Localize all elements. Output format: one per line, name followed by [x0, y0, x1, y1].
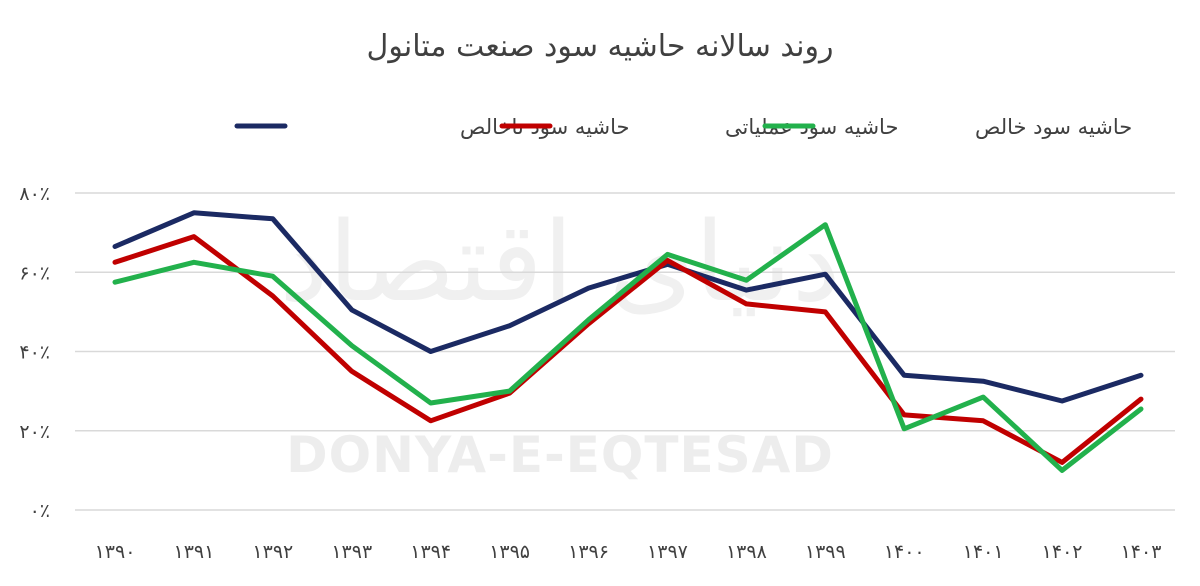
series-line-2	[112, 222, 1144, 473]
x-tick-label: ۱۳۹۷	[647, 541, 688, 563]
legend: حاشیه سود ناخالص حاشیه سود عملیاتی حاشیه…	[234, 115, 1132, 139]
series-line-0	[112, 210, 1144, 404]
legend-item-gross: حاشیه سود ناخالص	[234, 115, 629, 139]
x-tick-label: ۱۳۹۸	[726, 541, 767, 563]
y-tick-label: ۰٪	[30, 500, 50, 522]
y-axis-ticks: ۰٪ ۲۰٪ ۴۰٪ ۶۰٪ ۸۰٪	[19, 183, 50, 522]
x-tick-label: ۱۳۹۰	[95, 541, 136, 563]
y-tick-label: ۶۰٪	[19, 262, 50, 284]
x-tick-label: ۱۳۹۲	[252, 541, 293, 563]
x-axis-ticks: ۱۳۹۰ ۱۳۹۱ ۱۳۹۲ ۱۳۹۳ ۱۳۹۴ ۱۳۹۵ ۱۳۹۶ ۱۳۹۷ ۱۳۹۸ ۱۳۹۹…	[95, 541, 1162, 563]
x-tick-label: ۱۳۹۹	[805, 541, 846, 563]
x-tick-label: ۱۴۰۱	[963, 541, 1004, 563]
legend-item-net: حاشیه سود خالص	[762, 115, 1132, 139]
x-tick-label: ۱۳۹۵	[489, 541, 530, 563]
x-tick-label: ۱۴۰۰	[884, 541, 925, 563]
x-tick-label: ۱۳۹۱	[174, 541, 215, 563]
x-tick-label: ۱۳۹۴	[410, 541, 451, 563]
x-tick-label: ۱۴۰۳	[1121, 541, 1162, 563]
y-tick-label: ۴۰٪	[19, 342, 50, 364]
y-tick-label: ۲۰٪	[19, 421, 50, 443]
chart-title: روند سالانه حاشیه سود صنعت متانول	[367, 29, 834, 64]
y-tick-label: ۸۰٪	[19, 183, 50, 205]
x-tick-label: ۱۳۹۶	[568, 541, 609, 563]
x-tick-label: ۱۳۹۳	[331, 541, 372, 563]
series-line-1	[112, 234, 1144, 465]
x-tick-label: ۱۴۰۲	[1042, 541, 1083, 563]
watermark-text-en: DONYA-E-EQTESAD	[286, 426, 834, 484]
series-lines	[112, 210, 1144, 473]
legend-label-net: حاشیه سود خالص	[975, 115, 1132, 139]
watermark: DONYA-E-EQTESAD دنیای اقتصاد	[279, 198, 841, 484]
